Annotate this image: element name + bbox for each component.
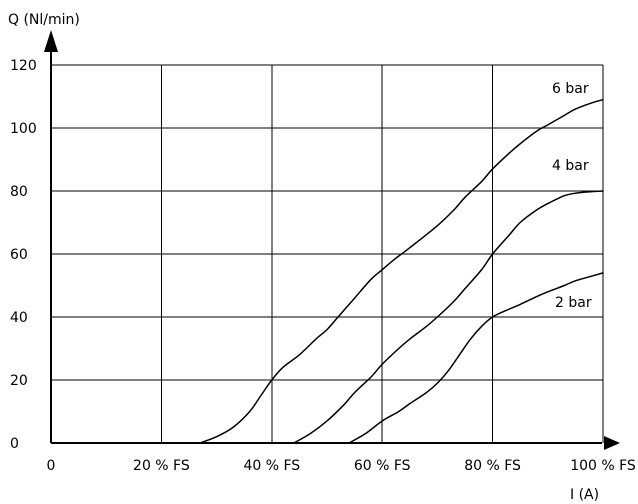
chart-grid bbox=[51, 65, 603, 443]
y-tick-label-100: 100 bbox=[10, 121, 37, 137]
y-tick-label-120: 120 bbox=[10, 58, 37, 74]
x-tick-label-40: 40 % FS bbox=[243, 458, 300, 474]
chart-labels: 0 20 40 60 80 100 120 0 20 % FS 40 % FS 60 % FS 80 … bbox=[8, 12, 636, 503]
x-axis-arrow-icon bbox=[604, 436, 620, 450]
series-label-6-bar: 6 bar bbox=[552, 81, 589, 97]
chart-series bbox=[200, 100, 603, 443]
y-tick-label-80: 80 bbox=[10, 184, 28, 200]
x-axis-title: I (A) bbox=[570, 487, 599, 503]
series-label-4-bar: 4 bar bbox=[552, 158, 589, 174]
series-6-bar bbox=[200, 100, 603, 443]
chart-axes bbox=[44, 30, 620, 450]
y-tick-label-40: 40 bbox=[10, 310, 28, 326]
x-tick-label-100: 100 % FS bbox=[570, 458, 636, 474]
y-tick-label-60: 60 bbox=[10, 247, 28, 263]
x-tick-label-20: 20 % FS bbox=[133, 458, 190, 474]
y-tick-label-20: 20 bbox=[10, 373, 28, 389]
y-axis-title: Q (Nl/min) bbox=[8, 12, 80, 28]
y-axis-arrow-icon bbox=[44, 30, 58, 52]
x-tick-label-60: 60 % FS bbox=[354, 458, 411, 474]
x-tick-label-0: 0 bbox=[47, 458, 56, 474]
series-label-2-bar: 2 bar bbox=[555, 295, 592, 311]
y-tick-label-0: 0 bbox=[10, 436, 19, 452]
x-tick-label-80: 80 % FS bbox=[464, 458, 521, 474]
